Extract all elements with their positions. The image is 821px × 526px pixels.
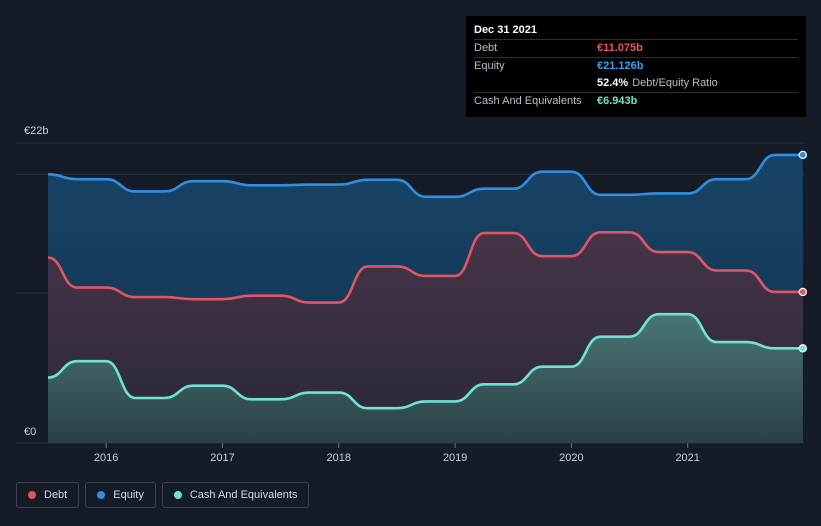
- legend: Debt Equity Cash And Equivalents: [16, 482, 310, 508]
- cash-line: [47, 312, 803, 410]
- tooltip-row-cash: Cash And Equivalents €6.943b: [474, 92, 798, 110]
- tooltip-row-ratio: 52.4% Debt/Equity Ratio: [474, 75, 798, 92]
- tooltip-debt-label: Debt: [474, 42, 498, 54]
- tooltip-cash-value: €6.943b: [597, 95, 638, 107]
- tooltip-row-debt: Debt €11.075b: [474, 39, 798, 57]
- tooltip-ratio-spacer: [474, 75, 597, 92]
- debt-dot-icon: [28, 491, 36, 499]
- tooltip-panel: Dec 31 2021 Debt €11.075b Equity €21.126…: [466, 16, 806, 117]
- tooltip-row-equity: Equity €21.126b: [474, 57, 798, 75]
- legend-equity-label: Equity: [113, 489, 144, 501]
- tooltip-debt-value: €11.075b: [597, 42, 643, 54]
- tooltip-equity-value: €21.126b: [597, 60, 644, 72]
- y-axis-labels: €22b €0: [24, 125, 48, 438]
- tooltip-cash-label: Cash And Equivalents: [474, 95, 582, 107]
- equity-end-marker: [798, 150, 808, 160]
- debt-line: [47, 231, 803, 304]
- y-tick-label-1: €0: [24, 426, 36, 438]
- x-tick-label-4: 2020: [559, 452, 583, 464]
- x-axis-labels: 2016 2017 2018 2019 2020 2021: [94, 443, 700, 464]
- y-tick-label-0: €22b: [24, 125, 48, 137]
- legend-item-equity[interactable]: Equity: [85, 482, 156, 508]
- tooltip-ratio-label: Debt/Equity Ratio: [632, 77, 718, 89]
- tooltip-date: Dec 31 2021: [474, 24, 537, 36]
- tooltip-equity-label: Equity: [474, 60, 505, 72]
- legend-item-debt[interactable]: Debt: [16, 482, 80, 508]
- series-lines: [47, 153, 803, 410]
- tooltip-ratio-value: 52.4%: [597, 77, 629, 89]
- x-tick-label-0: 2016: [94, 452, 118, 464]
- cash-end-marker: [798, 344, 808, 353]
- legend-debt-label: Debt: [44, 489, 68, 501]
- series-areas: [48, 154, 803, 444]
- cash-area: [48, 314, 803, 443]
- equity-dot-icon: [97, 491, 106, 499]
- legend-cash-label: Cash And Equivalents: [189, 489, 298, 501]
- cash-dot-icon: [173, 491, 182, 499]
- x-tick-label-1: 2017: [210, 452, 234, 464]
- equity-line: [47, 153, 803, 199]
- x-tick-label-5: 2021: [675, 452, 699, 464]
- series-end-markers: [798, 150, 808, 353]
- debt-end-marker: [798, 287, 808, 297]
- x-tick-label-3: 2019: [443, 452, 467, 464]
- x-tick-label-2: 2018: [327, 452, 351, 464]
- legend-item-cash[interactable]: Cash And Equivalents: [161, 482, 310, 508]
